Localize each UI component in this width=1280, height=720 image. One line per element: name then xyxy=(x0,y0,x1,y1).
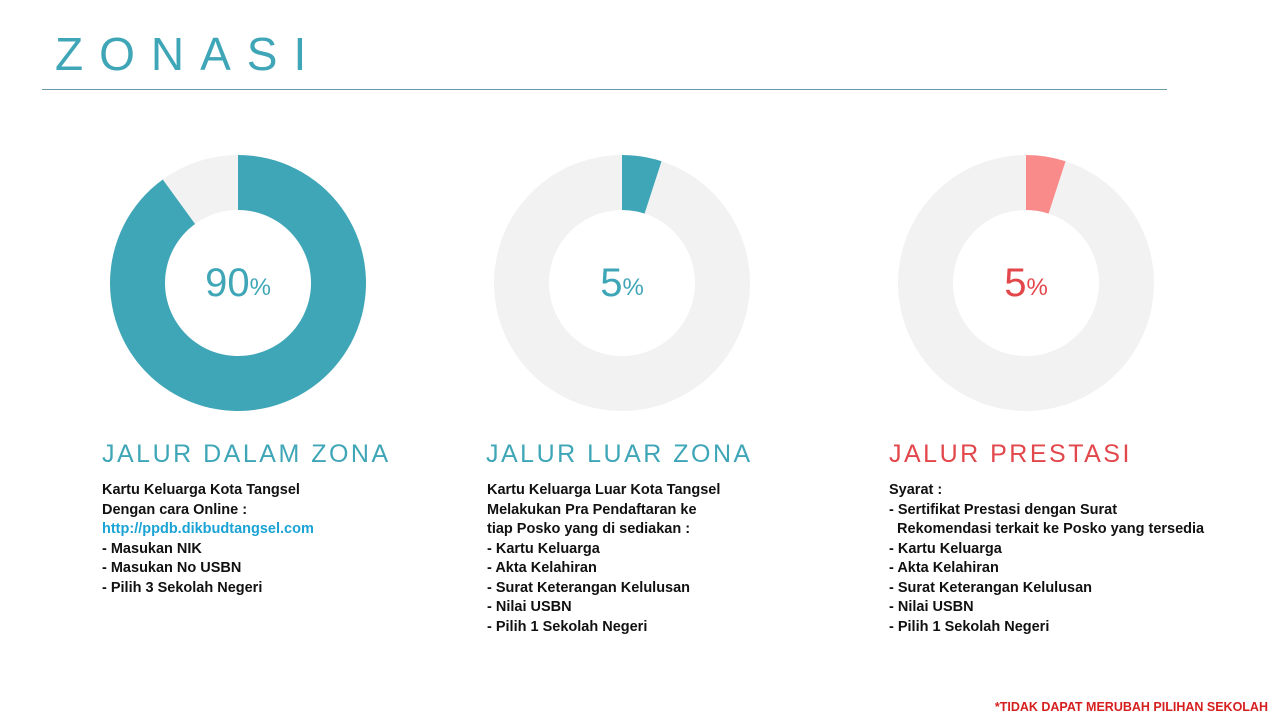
description-line: - Akta Kelahiran xyxy=(889,560,999,576)
description-line: - Pilih 3 Sekolah Negeri xyxy=(102,579,263,596)
description-line: Dengan cara Online : xyxy=(102,501,248,518)
page-title: ZONASI xyxy=(55,28,323,80)
section-description-prestasi: Syarat : - Sertifikat Prestasi dengan Su… xyxy=(889,481,1204,637)
description-line: - Nilai USBN xyxy=(487,599,572,615)
description-line: - Pilih 1 Sekolah Negeri xyxy=(487,618,648,635)
description-line: Kartu Keluarga Kota Tangsel xyxy=(102,482,300,498)
donut-chart-luar-zona: 5% xyxy=(494,155,750,411)
donut-svg xyxy=(898,155,1154,411)
footnote-warning: *TIDAK DAPAT MERUBAH PILIHAN SEKOLAH xyxy=(994,700,1268,714)
description-line: Kartu Keluarga Luar Kota Tangsel xyxy=(487,482,721,498)
description-line: - Masukan NIK xyxy=(102,540,202,557)
section-description-luar-zona: Kartu Keluarga Luar Kota Tangsel Melakuk… xyxy=(487,481,720,637)
donut-chart-dalam-zona: 90% xyxy=(110,155,366,411)
donut-track xyxy=(898,155,1154,411)
description-line: - Akta Kelahiran xyxy=(487,560,597,576)
description-line: - Pilih 1 Sekolah Negeri xyxy=(889,618,1050,635)
section-description-dalam-zona: Kartu Keluarga Kota Tangsel Dengan cara … xyxy=(102,481,314,598)
description-line: Melakukan Pra Pendaftaran ke xyxy=(487,501,697,518)
donut-track xyxy=(162,155,238,224)
description-line: tiap Posko yang di sediakan : xyxy=(487,521,691,537)
title-divider xyxy=(42,89,1167,90)
description-line: - Surat Keterangan Kelulusan xyxy=(487,579,691,596)
donut-track xyxy=(494,155,750,411)
donut-svg xyxy=(494,155,750,411)
description-line: - Kartu Keluarga xyxy=(487,540,600,557)
ppdb-link[interactable]: http://ppdb.dikbudtangsel.com xyxy=(102,521,314,537)
section-heading-luar-zona: JALUR LUAR ZONA xyxy=(486,440,753,468)
donut-svg xyxy=(110,155,366,411)
donut-chart-prestasi: 5% xyxy=(898,155,1154,411)
description-line: - Surat Keterangan Kelulusan xyxy=(889,579,1093,596)
section-heading-prestasi: JALUR PRESTASI xyxy=(889,440,1132,468)
description-line: Rekomendasi terkait ke Posko yang tersed… xyxy=(889,521,1205,537)
donut-slice xyxy=(622,155,662,214)
description-line: - Kartu Keluarga xyxy=(889,540,1002,557)
description-line: - Masukan No USBN xyxy=(102,560,242,576)
donut-slice xyxy=(110,155,366,411)
description-line: - Nilai USBN xyxy=(889,599,974,615)
description-line: - Sertifikat Prestasi dengan Surat xyxy=(889,501,1118,518)
donut-slice xyxy=(1026,155,1066,214)
description-line: Syarat : xyxy=(889,482,943,498)
section-heading-dalam-zona: JALUR DALAM ZONA xyxy=(102,440,391,468)
